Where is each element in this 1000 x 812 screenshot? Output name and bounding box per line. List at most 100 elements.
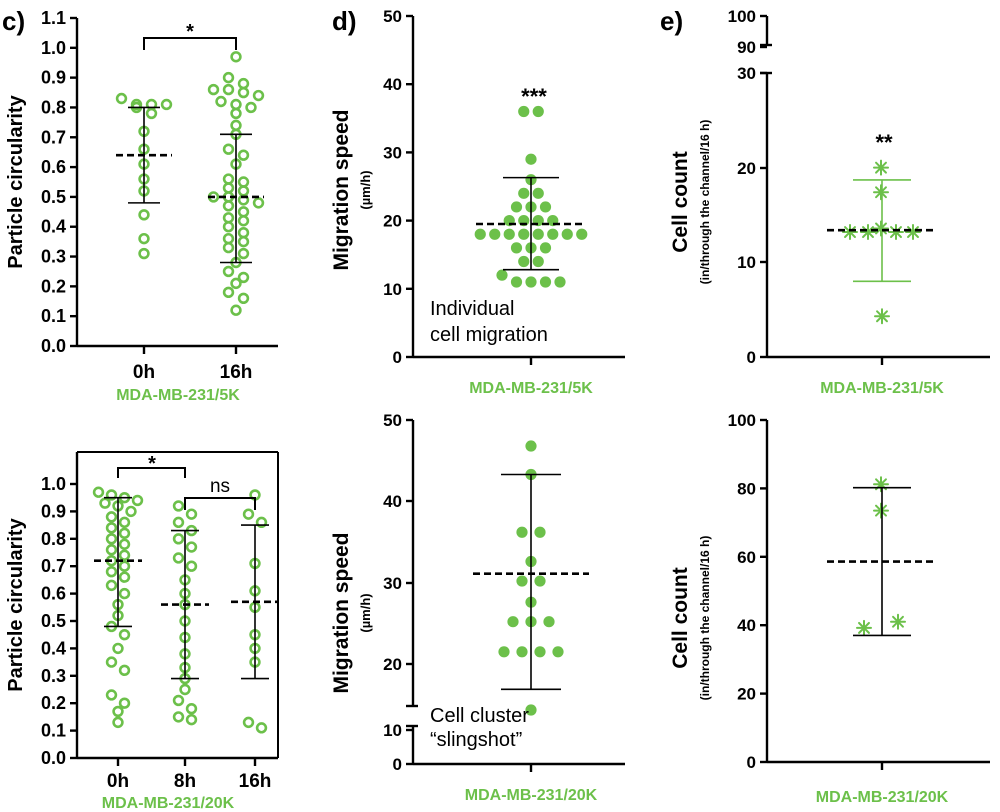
y-axis-unit: (in/through the channel/16 h): [698, 120, 712, 285]
data-point: [516, 575, 528, 587]
data-point: [105, 511, 118, 523]
data-point: [118, 527, 131, 540]
data-point: [539, 242, 552, 254]
data-point: [222, 143, 235, 155]
data-point: [222, 221, 235, 233]
data-point: [105, 656, 118, 668]
data-point: [873, 502, 889, 519]
y-tick-label: 90: [737, 38, 756, 57]
x-axis-title: MDA-MB-231/20K: [816, 789, 949, 806]
panel-annotation: Cell cluster “slingshot”: [430, 705, 529, 751]
data-point: [105, 533, 118, 545]
y-axis-title: Migration speed: [330, 109, 353, 270]
data-point: [534, 526, 546, 538]
data-point: [172, 552, 185, 564]
data-point: [118, 538, 131, 550]
data-point: [252, 197, 265, 209]
x-tick-label: 16h: [239, 771, 272, 792]
y-tick-label: 0: [747, 753, 756, 772]
data-point: [185, 508, 198, 520]
data-point: [237, 86, 250, 99]
y-tick-label: 1.0: [41, 38, 66, 58]
y-tick-label: 20: [383, 655, 402, 674]
y-tick-label: 100: [728, 411, 756, 430]
data-point: [237, 235, 250, 248]
data-point: [172, 711, 185, 723]
y-tick-label: 1.0: [41, 474, 66, 494]
data-point: [230, 304, 242, 316]
data-point: [534, 646, 546, 658]
y-tick-label: 30: [383, 143, 402, 162]
data-point: [554, 276, 566, 288]
data-point: [576, 228, 588, 240]
y-tick-label: 20: [737, 685, 756, 704]
x-axis-title: MDA-MB-231/5K: [820, 380, 944, 397]
significance-bracket: [117, 467, 186, 478]
y-tick-label: 0.0: [41, 336, 66, 356]
data-point: [230, 51, 242, 63]
data-point: [115, 92, 128, 105]
data-point: [496, 269, 508, 281]
data-point: [237, 271, 250, 284]
data-point: [222, 232, 235, 245]
data-point: [242, 716, 255, 729]
data-point: [230, 107, 242, 120]
y-axis-unit: (in/through the channel/16 h): [698, 536, 712, 701]
panel-label-d: d): [332, 6, 357, 36]
data-point: [242, 508, 255, 520]
x-axis-title: MDA-MB-231/20K: [102, 795, 235, 812]
y-tick-label: 0.9: [41, 501, 66, 521]
data-point: [860, 224, 876, 241]
y-tick-label: 0: [747, 348, 756, 367]
significance-label: ns: [210, 476, 230, 497]
data-point: [179, 683, 191, 696]
data-point: [138, 232, 150, 245]
y-tick-label: 0.2: [41, 276, 66, 296]
data-point: [489, 228, 501, 240]
y-tick-label: 0.8: [41, 529, 66, 549]
data-point: [503, 228, 515, 240]
data-point: [498, 646, 510, 658]
data-point: [112, 642, 124, 655]
data-point: [118, 549, 131, 561]
data-point: [118, 587, 131, 600]
data-point: [237, 176, 250, 188]
data-point: [873, 184, 889, 201]
y-tick-label: 60: [737, 548, 756, 567]
y-tick-label: 80: [737, 479, 756, 498]
y-tick-label: 20: [737, 159, 756, 178]
data-point: [856, 619, 872, 636]
x-tick-label: 8h: [174, 771, 196, 792]
y-tick-label: 0.4: [41, 638, 66, 658]
y-tick-label: 1.1: [41, 8, 66, 28]
data-point: [539, 276, 552, 288]
data-point: [118, 571, 131, 583]
data-point: [507, 616, 519, 628]
chart-e-top: 0 10 20 30 90 100 MDA-MB-231/5K Cell count (in/t…: [669, 7, 990, 397]
data-point: [230, 98, 242, 111]
data-point: [131, 494, 144, 507]
data-point: [112, 716, 124, 729]
data-point: [222, 265, 235, 278]
data-point: [525, 153, 537, 165]
data-point: [532, 187, 544, 199]
data-point: [105, 522, 118, 534]
significance-bracket: [143, 37, 237, 50]
x-axis-title: MDA-MB-231/5K: [469, 380, 593, 397]
y-tick-label: 0.3: [41, 666, 66, 686]
data-point: [105, 579, 118, 592]
y-tick-label: 10: [737, 253, 756, 272]
data-point: [474, 228, 486, 240]
data-point: [222, 212, 235, 224]
data-point: [222, 173, 235, 185]
y-tick-label: 0.5: [41, 187, 66, 207]
y-tick-label: 0.7: [41, 127, 66, 147]
data-point: [222, 286, 235, 299]
data-point: [237, 215, 250, 227]
y-tick-label: 40: [383, 75, 402, 94]
y-tick-label: 0.3: [41, 247, 66, 267]
data-point: [207, 83, 220, 96]
data-point: [118, 560, 131, 572]
data-point: [510, 276, 523, 288]
y-tick-label: 0.8: [41, 97, 66, 117]
